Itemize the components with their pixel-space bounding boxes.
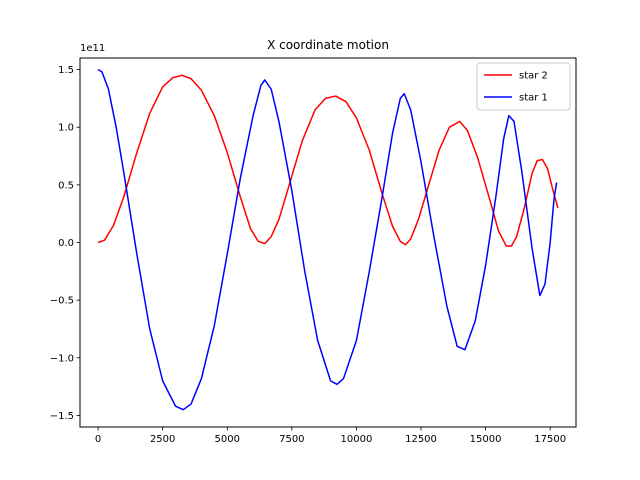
x-tick-label: 17500 [534,434,566,445]
y-tick-label: 1.0 [58,123,74,134]
x-tick-label: 7500 [279,434,304,445]
plot-area [97,68,559,411]
x-tick-label: 15000 [470,434,502,445]
chart-title: X coordinate motion [267,38,389,52]
y-axis: −1.5 −1.0 −0.5 0.0 0.5 1.0 1.5 [50,65,80,422]
y-tick-label: −1.0 [50,353,74,364]
legend-label-2: star 1 [519,93,548,104]
axes-frame [79,57,577,428]
y-tick-label: 0.5 [58,180,74,191]
x-tick-label: 5000 [215,434,240,445]
x-tick-label: 10000 [341,434,373,445]
legend: star 2 star 1 [476,62,571,111]
x-tick-label: 12500 [405,434,437,445]
y-tick-label: −0.5 [50,296,74,307]
x-tick-label: 0 [95,434,101,445]
y-tick-label: −1.5 [50,411,74,422]
y-tick-label: 0.0 [58,238,74,249]
y-offset-label: 1e11 [80,43,105,54]
legend-label-1: star 2 [519,71,548,82]
x-tick-label: 2500 [150,434,175,445]
x-axis: 0 2500 5000 7500 10000 12500 15000 17500 [95,427,566,445]
y-tick-label: 1.5 [58,65,74,76]
series-line-2 [97,68,558,411]
series-line-1 [97,74,559,247]
